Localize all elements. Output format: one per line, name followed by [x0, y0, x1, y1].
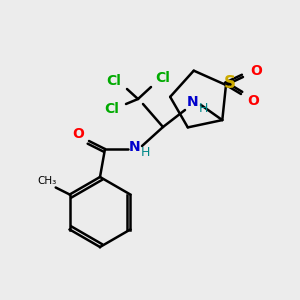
Text: Cl: Cl: [105, 102, 119, 116]
Text: Cl: Cl: [156, 71, 170, 85]
Text: Cl: Cl: [106, 74, 122, 88]
Text: H: H: [198, 101, 208, 115]
Text: CH₃: CH₃: [37, 176, 56, 187]
Text: O: O: [247, 94, 259, 108]
Text: N: N: [129, 140, 141, 154]
Text: H: H: [140, 146, 150, 160]
Text: N: N: [187, 95, 199, 109]
Text: S: S: [224, 74, 236, 92]
Text: O: O: [72, 127, 84, 141]
Text: O: O: [250, 64, 262, 78]
